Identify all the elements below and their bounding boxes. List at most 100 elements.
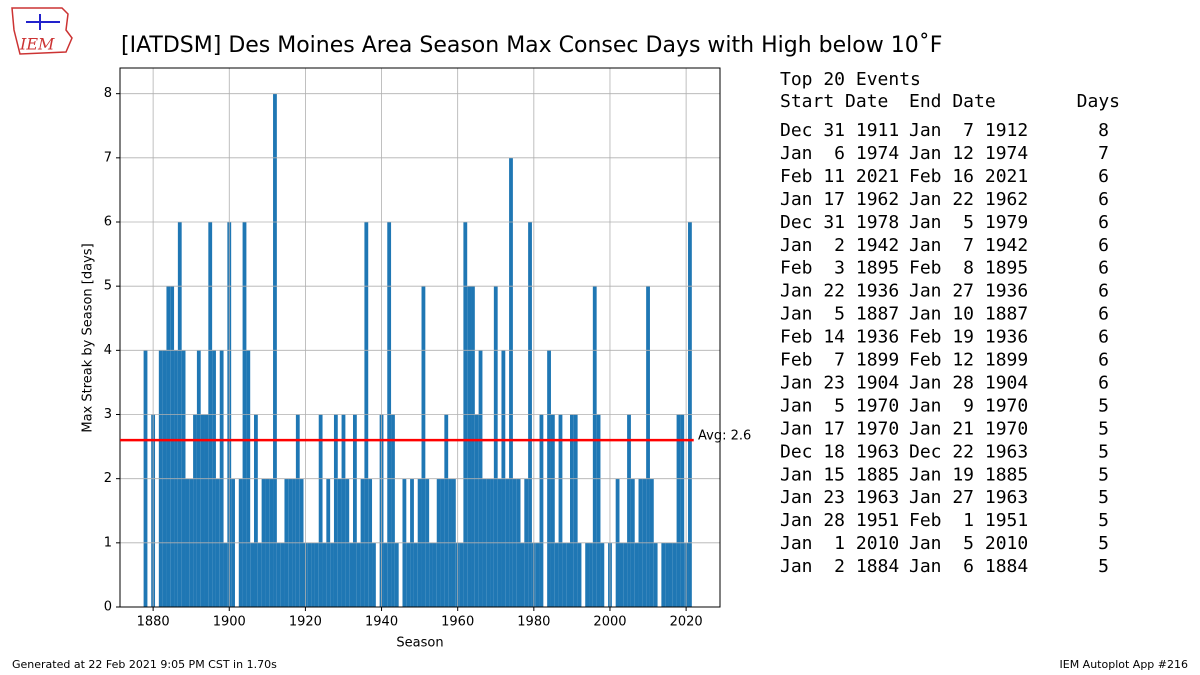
table-cell: Feb 7 1899 [780, 350, 899, 371]
bar [600, 542, 605, 607]
x-tick-label: 1920 [289, 615, 322, 630]
bar [467, 286, 472, 607]
table-header: Start Date [780, 91, 888, 112]
bar [444, 414, 449, 607]
table-cell: Feb 1 1951 [909, 510, 1028, 531]
table-cell: 6 [1098, 350, 1109, 371]
table-cell: Jan 9 1970 [909, 395, 1028, 416]
table-cell: Jan 15 1885 [780, 464, 899, 485]
table-cell: Jan 23 1904 [780, 372, 899, 393]
table-cell: Jan 12 1974 [909, 143, 1028, 164]
bar [254, 414, 258, 607]
bar [352, 414, 357, 607]
table-cell: Dec 31 1978 [780, 212, 899, 233]
footer-left: Generated at 22 Feb 2021 9:05 PM CST in … [12, 658, 277, 671]
table-cell: 6 [1098, 166, 1109, 187]
table-cell: 6 [1098, 235, 1109, 256]
table-cell: 5 [1098, 533, 1109, 554]
bar [596, 414, 601, 607]
y-tick-label: 1 [104, 535, 112, 550]
table-cell: Jan 27 1936 [909, 281, 1028, 302]
table-cell: 6 [1098, 212, 1109, 233]
table-cell: 5 [1098, 556, 1109, 577]
bar [257, 542, 262, 607]
y-tick-label: 6 [104, 215, 112, 230]
table-cell: 7 [1098, 143, 1109, 164]
bar [562, 542, 567, 607]
table-cell: 5 [1098, 418, 1109, 439]
table-header: Days [1077, 91, 1120, 112]
table-cell: Jan 6 1884 [909, 556, 1028, 577]
bar [307, 542, 312, 607]
chart-title: [IATDSM] Des Moines Area Season Max Cons… [121, 33, 942, 58]
table-title: Top 20 Events [780, 69, 921, 90]
y-tick-label: 8 [104, 86, 112, 101]
bar [200, 414, 205, 607]
bar [314, 542, 319, 607]
table-cell: 5 [1098, 487, 1109, 508]
avg-label: Avg: 2.6 [698, 429, 751, 444]
table-cell: Jan 28 1904 [909, 372, 1028, 393]
bar [577, 542, 582, 607]
y-tick-label: 0 [104, 600, 112, 615]
table-cell: Jan 7 1942 [909, 235, 1028, 256]
y-tick-label: 4 [104, 343, 112, 358]
table-cell: Jan 6 1974 [780, 143, 899, 164]
table-cell: Feb 11 2021 [780, 166, 899, 187]
y-tick-label: 3 [104, 407, 112, 422]
bar [623, 542, 628, 607]
bar [318, 414, 323, 607]
table-cell: 6 [1098, 281, 1109, 302]
bar [627, 414, 631, 607]
table-cell: 5 [1098, 441, 1109, 462]
table-header: End Date [909, 91, 996, 112]
bar [573, 414, 578, 607]
bar [394, 542, 399, 607]
table-cell: Jan 28 1951 [780, 510, 899, 531]
x-tick-label: 2000 [593, 615, 626, 630]
table-cell: 5 [1098, 395, 1109, 416]
bar [421, 286, 426, 607]
bar [509, 157, 513, 608]
bar [493, 286, 498, 607]
bar [619, 542, 624, 607]
bar [459, 542, 464, 607]
bar [585, 542, 590, 607]
table-cell: Jan 10 1887 [909, 304, 1028, 325]
bar [333, 414, 338, 607]
bar [646, 286, 650, 607]
table-cell: 6 [1098, 327, 1109, 348]
table-cell: 5 [1098, 510, 1109, 531]
bar [535, 542, 540, 607]
bar [539, 414, 544, 607]
bar [223, 542, 228, 607]
x-tick-label: 2020 [670, 615, 703, 630]
bar [589, 542, 593, 607]
plot-frame [119, 67, 721, 608]
bar [672, 542, 677, 607]
table-cell: 8 [1098, 120, 1109, 141]
table-cell: Jan 5 1887 [780, 304, 899, 325]
x-tick-label: 1980 [517, 615, 550, 630]
bar [550, 414, 555, 607]
y-tick-label: 2 [104, 471, 112, 486]
bar [429, 542, 433, 607]
bar [676, 414, 681, 607]
bar [653, 542, 658, 607]
bar [170, 286, 175, 607]
table-cell: Jan 22 1962 [909, 189, 1028, 210]
y-tick-label: 7 [104, 150, 112, 165]
table-cell: Feb 16 2021 [909, 166, 1028, 187]
bar [372, 542, 376, 607]
x-tick-label: 1880 [137, 615, 170, 630]
table-cell: Jan 21 1970 [909, 418, 1028, 439]
bar [391, 414, 395, 607]
table-cell: Feb 19 1936 [909, 327, 1028, 348]
table-cell: Dec 31 1911 [780, 120, 899, 141]
table-cell: Jan 19 1885 [909, 464, 1028, 485]
logo-text: IEM [19, 35, 55, 54]
bar [349, 542, 353, 607]
x-tick-label: 1900 [213, 615, 246, 630]
bar [592, 286, 597, 607]
table-cell: Jan 2 1942 [780, 235, 899, 256]
